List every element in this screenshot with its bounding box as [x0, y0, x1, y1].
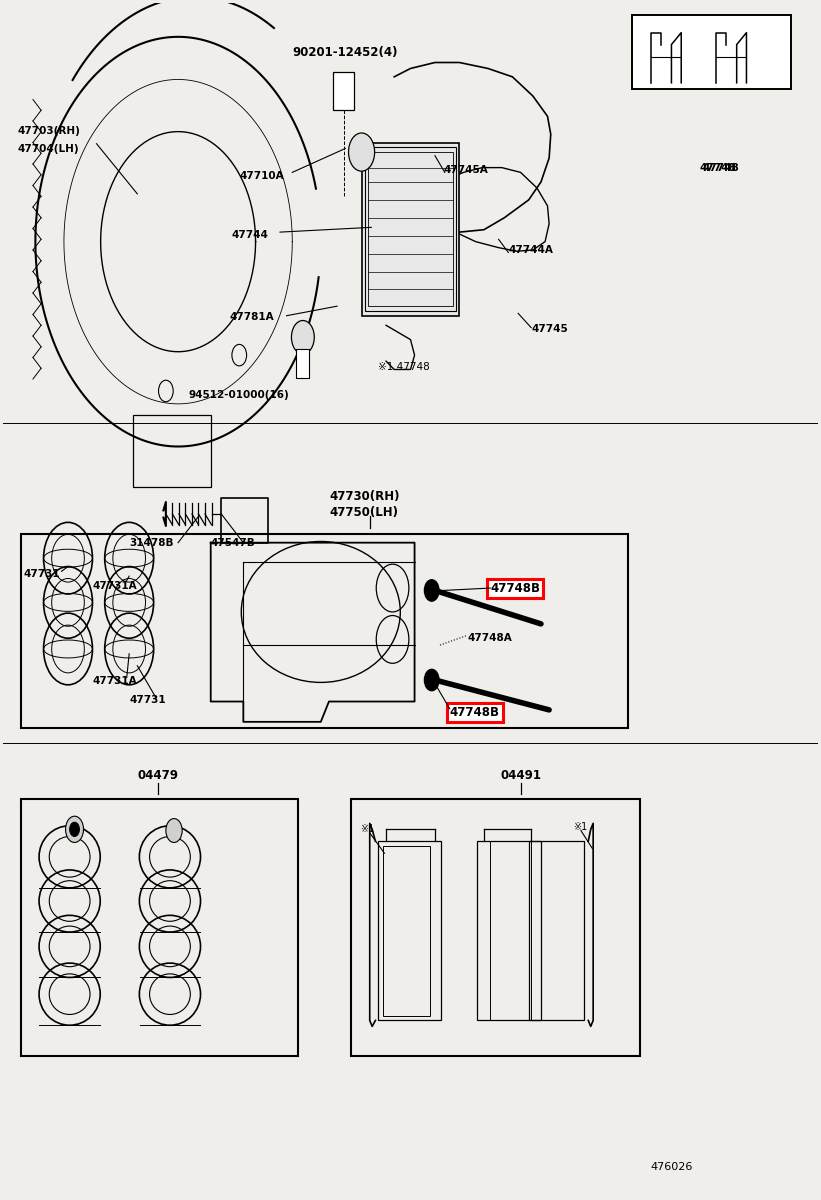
- Text: ※1: ※1: [574, 822, 588, 832]
- Text: 47731: 47731: [129, 695, 166, 706]
- Bar: [529, 841, 585, 1020]
- Bar: [477, 841, 541, 1020]
- Bar: [21, 799, 298, 1056]
- Text: 47748A: 47748A: [468, 634, 512, 643]
- Circle shape: [424, 580, 439, 601]
- Text: 47547B: 47547B: [211, 538, 255, 547]
- Text: 47731A: 47731A: [93, 677, 137, 686]
- Text: 476026: 476026: [650, 1163, 693, 1172]
- Bar: [351, 799, 640, 1056]
- Text: 04479: 04479: [137, 769, 178, 782]
- Text: W: W: [299, 335, 307, 341]
- Circle shape: [66, 816, 84, 842]
- Text: 47748B: 47748B: [450, 706, 500, 719]
- Text: 90201-12452(4): 90201-12452(4): [292, 47, 397, 60]
- Text: 47745: 47745: [531, 324, 568, 334]
- Bar: [21, 534, 628, 728]
- Bar: [365, 148, 456, 311]
- Circle shape: [166, 818, 182, 842]
- Bar: [133, 415, 211, 486]
- Text: 47731: 47731: [23, 569, 60, 578]
- Text: W: W: [357, 148, 366, 156]
- Text: 47781A: 47781A: [230, 312, 274, 322]
- Circle shape: [70, 822, 80, 836]
- Circle shape: [424, 670, 439, 691]
- Text: ※1 (    -9011): ※1 ( -9011): [647, 34, 714, 43]
- Text: 47748: 47748: [703, 163, 739, 173]
- Bar: [490, 841, 531, 1020]
- Bar: [632, 14, 791, 89]
- Text: 47748: 47748: [700, 163, 736, 173]
- Bar: [333, 72, 354, 110]
- Text: 47744A: 47744A: [508, 245, 553, 256]
- Text: 47731A: 47731A: [93, 581, 137, 590]
- Text: 47704(LH): 47704(LH): [17, 144, 79, 154]
- Text: 47745A: 47745A: [443, 164, 488, 175]
- Bar: [383, 846, 430, 1015]
- Text: 47710A: 47710A: [239, 170, 284, 181]
- Text: 94512-01000(16): 94512-01000(16): [189, 390, 290, 400]
- Text: 47744: 47744: [231, 229, 268, 240]
- Bar: [361, 143, 460, 316]
- Text: 47730(RH): 47730(RH): [329, 490, 400, 503]
- Bar: [296, 349, 310, 378]
- Bar: [378, 841, 442, 1020]
- Text: 04491: 04491: [500, 769, 541, 782]
- Text: 47750(LH): 47750(LH): [329, 506, 398, 520]
- Text: 47703(RH): 47703(RH): [17, 126, 80, 136]
- Circle shape: [291, 320, 314, 354]
- Text: 31478B: 31478B: [129, 538, 174, 547]
- Circle shape: [349, 133, 374, 172]
- Text: 47748B: 47748B: [490, 582, 540, 594]
- Bar: [368, 152, 453, 306]
- Text: ※1: ※1: [360, 824, 374, 834]
- Text: ※1 47748: ※1 47748: [378, 362, 429, 372]
